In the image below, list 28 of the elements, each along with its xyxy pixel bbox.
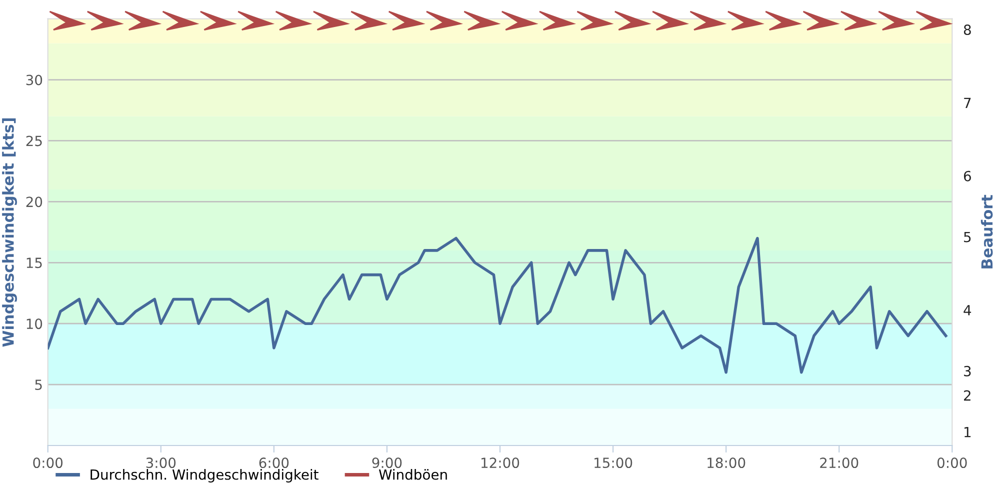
band-label: 3 [964, 366, 971, 376]
band-label: 6 [964, 170, 971, 182]
band-label: 5 [964, 232, 971, 242]
x-tick-label: 0:00 [33, 458, 63, 468]
x-tick-label: 15:00 [594, 458, 632, 468]
y-tick-label: 25 [26, 136, 42, 146]
legend-label: Durchschn. Windgeschwindigkeit [90, 469, 318, 482]
x-tick-label: 18:00 [708, 458, 746, 468]
y2-axis-title: Beaufort [980, 194, 993, 268]
x-tick-label: 0:00 [937, 458, 967, 468]
y-tick-label: 5 [35, 380, 42, 390]
y-tick-label: 20 [26, 196, 42, 208]
y-tick-label: 30 [26, 74, 42, 86]
line-series [48, 236, 948, 374]
y-axis-title: Windgeschwindigkeit [kts] [2, 118, 17, 347]
y-tick-label: 10 [26, 318, 42, 330]
band-label: 4 [964, 305, 972, 316]
band-label: 1 [964, 427, 971, 438]
x-tick-label: 3:00 [146, 458, 176, 468]
band-label: 7 [964, 98, 971, 108]
band-label: 8 [964, 24, 971, 36]
x-tick-label: 21:00 [820, 458, 858, 468]
x-tick-label: 9:00 [372, 458, 402, 468]
legend-label: Windböen [378, 469, 447, 480]
y-tick-label: 15 [26, 258, 42, 268]
x-tick-label: 12:00 [482, 458, 520, 468]
band-label: 2 [964, 390, 970, 401]
x-tick-label: 6:00 [259, 458, 289, 468]
